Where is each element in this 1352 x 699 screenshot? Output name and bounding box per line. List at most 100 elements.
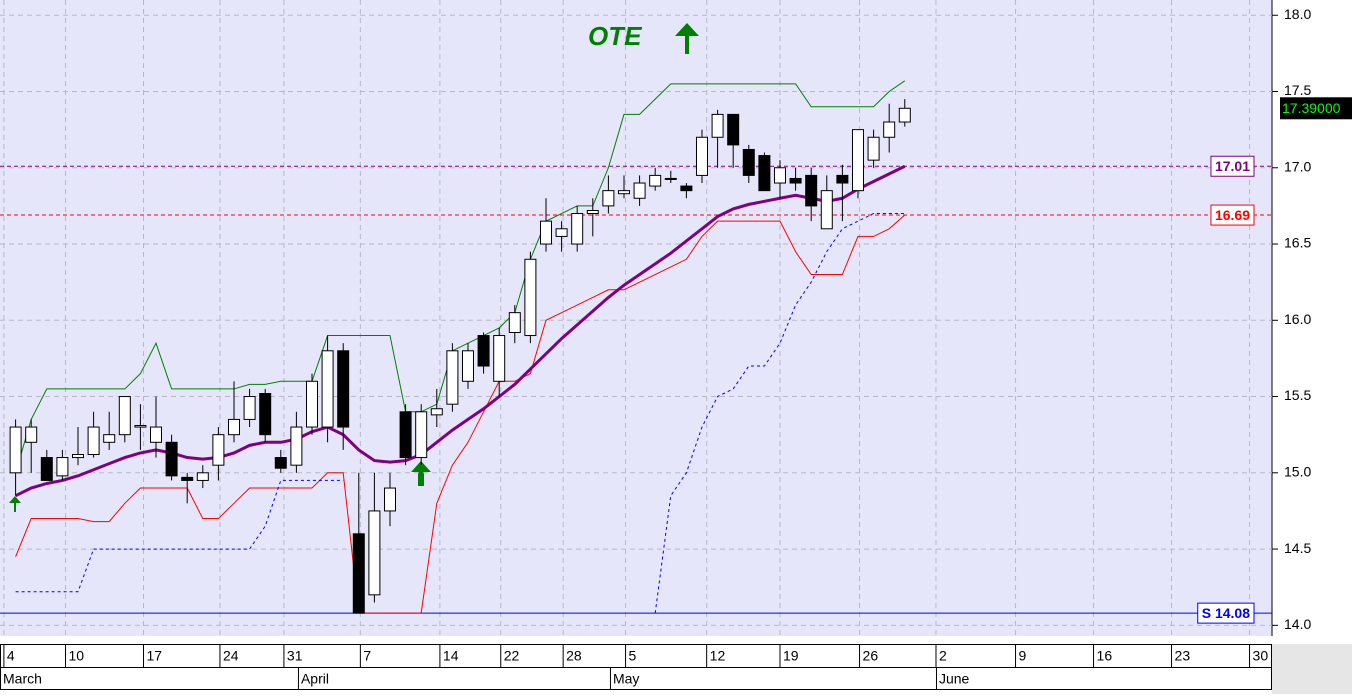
candle-body bbox=[305, 380, 318, 428]
x-tick-label: 9 bbox=[1019, 648, 1027, 664]
month-label: March bbox=[3, 671, 42, 687]
candle-body bbox=[836, 174, 849, 184]
last-price-label: 17.39000 bbox=[1282, 100, 1341, 116]
candle-body bbox=[337, 350, 350, 428]
indicator-line bbox=[15, 80, 906, 473]
candle-body bbox=[664, 177, 677, 180]
level-label-box bbox=[1197, 602, 1255, 624]
candle-body bbox=[227, 418, 240, 436]
level-label: S 14.08 bbox=[1202, 605, 1250, 621]
month-label: June bbox=[939, 671, 970, 687]
candle-body bbox=[165, 441, 178, 477]
candle-body bbox=[773, 167, 786, 184]
candle-body bbox=[477, 335, 490, 367]
candle-body bbox=[321, 350, 334, 428]
x-tick-label: 26 bbox=[863, 648, 879, 664]
candle-body bbox=[742, 148, 755, 176]
candle-body bbox=[820, 190, 833, 230]
candle-body bbox=[586, 209, 599, 215]
last-price-box bbox=[1280, 97, 1352, 120]
x-tick-label: 30 bbox=[1253, 648, 1269, 664]
level-label: 17.01 bbox=[1215, 158, 1250, 174]
x-tick-label: 7 bbox=[363, 648, 371, 664]
x-tick-label: 14 bbox=[443, 648, 459, 664]
y-tick-label: 16.0 bbox=[1284, 311, 1311, 327]
y-tick-label: 17.0 bbox=[1284, 158, 1311, 174]
candle-body bbox=[56, 457, 69, 477]
candle-body bbox=[649, 174, 662, 187]
candle-body bbox=[883, 121, 896, 138]
candle-body bbox=[25, 426, 38, 443]
y-tick-label: 17.5 bbox=[1284, 82, 1311, 98]
candle-body bbox=[493, 335, 506, 382]
candle-body bbox=[259, 392, 272, 436]
x-tick-label: 16 bbox=[1097, 648, 1113, 664]
x-tick-label: 5 bbox=[629, 648, 637, 664]
month-label: May bbox=[613, 671, 639, 687]
x-tick-label: 17 bbox=[147, 648, 163, 664]
candle-body bbox=[71, 454, 84, 459]
candle-body bbox=[524, 258, 537, 337]
candle-body bbox=[212, 434, 225, 466]
x-tick-label: 28 bbox=[566, 648, 582, 664]
candle-body bbox=[695, 136, 708, 176]
indicator-line bbox=[15, 214, 906, 614]
candle-body bbox=[134, 425, 147, 428]
level-label-box bbox=[1210, 204, 1255, 226]
y-tick-label: 18.0 bbox=[1284, 6, 1311, 22]
month-label: April bbox=[301, 671, 329, 687]
candle-body bbox=[40, 457, 53, 481]
plot-area bbox=[0, 0, 1272, 636]
x-tick-label: 22 bbox=[504, 648, 520, 664]
corner bbox=[1272, 644, 1352, 694]
candle-body bbox=[617, 190, 630, 195]
candle-body bbox=[711, 113, 724, 138]
candle-body bbox=[352, 533, 365, 614]
candle-body bbox=[680, 185, 693, 192]
level-label: 16.69 bbox=[1215, 207, 1250, 223]
y-tick-label: 16.5 bbox=[1284, 235, 1311, 251]
candle-body bbox=[633, 182, 646, 199]
candle-body bbox=[555, 228, 568, 237]
signal-arrow bbox=[675, 23, 699, 54]
candle-body bbox=[898, 107, 911, 123]
y-tick-label: 15.0 bbox=[1284, 464, 1311, 480]
signal-arrow bbox=[411, 461, 431, 486]
x-tick-label: 24 bbox=[223, 648, 239, 664]
candle-body bbox=[103, 434, 116, 443]
candle-body bbox=[87, 426, 100, 456]
candle-body bbox=[727, 113, 740, 146]
x-tick-label: 12 bbox=[710, 648, 726, 664]
candle-body bbox=[149, 426, 162, 443]
x-tick-label: 19 bbox=[783, 648, 799, 664]
candle-body bbox=[415, 411, 428, 459]
candle-body bbox=[789, 177, 802, 184]
signal-arrow bbox=[9, 496, 21, 512]
x-tick-label: 2 bbox=[939, 648, 947, 664]
annotation: OTE bbox=[588, 21, 642, 51]
candle-body bbox=[602, 190, 615, 207]
candle-body bbox=[274, 457, 287, 469]
candle-body bbox=[851, 129, 864, 192]
y-tick-label: 15.5 bbox=[1284, 387, 1311, 403]
y-tick-label: 14.5 bbox=[1284, 540, 1311, 556]
candle-body bbox=[181, 476, 194, 481]
y-tick-label: 14.0 bbox=[1284, 616, 1311, 632]
candle-body bbox=[9, 426, 22, 474]
candle-body bbox=[758, 155, 771, 192]
candle-body bbox=[571, 213, 584, 245]
indicator-line bbox=[15, 479, 344, 593]
x-tick-label: 4 bbox=[7, 648, 15, 664]
x-tick-label: 23 bbox=[1175, 648, 1191, 664]
candle-body bbox=[805, 174, 818, 207]
candle-body bbox=[446, 350, 459, 405]
candle-body bbox=[399, 411, 412, 459]
candle-body bbox=[867, 136, 880, 161]
candle-body bbox=[368, 510, 381, 596]
indicator-line bbox=[14, 164, 906, 498]
x-tick-label: 31 bbox=[287, 648, 303, 664]
candle-body bbox=[290, 426, 303, 466]
candle-body bbox=[508, 312, 521, 333]
candle-body bbox=[243, 396, 256, 420]
